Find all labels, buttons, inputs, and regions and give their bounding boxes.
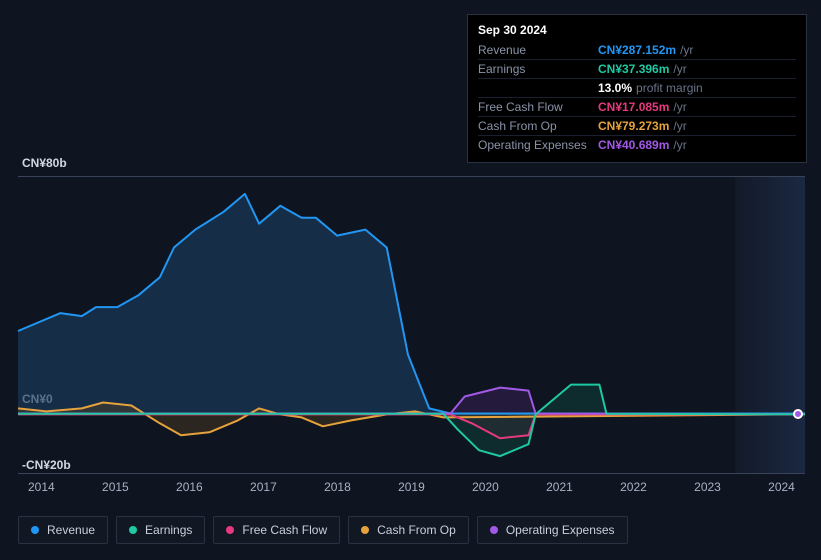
legend-label: Earnings: [145, 523, 192, 537]
legend-dot-icon: [490, 526, 498, 534]
x-axis-tick: 2014: [28, 480, 55, 494]
tooltip-row: 13.0% profit margin: [478, 78, 796, 97]
legend-dot-icon: [226, 526, 234, 534]
x-axis-tick: 2019: [398, 480, 425, 494]
last-point-marker: [793, 409, 803, 419]
legend-item[interactable]: Free Cash Flow: [213, 516, 340, 544]
tooltip-row: Free Cash FlowCN¥17.085m/yr: [478, 97, 796, 116]
tooltip-row-suffix: /yr: [673, 100, 686, 114]
tooltip-row-suffix: /yr: [673, 62, 686, 76]
plot-svg: [18, 176, 805, 474]
tooltip-row-value: CN¥40.689m: [598, 138, 669, 152]
legend-dot-icon: [31, 526, 39, 534]
tooltip-panel: Sep 30 2024 RevenueCN¥287.152m/yrEarning…: [467, 14, 807, 163]
legend-label: Cash From Op: [377, 523, 456, 537]
legend-label: Operating Expenses: [506, 523, 615, 537]
x-axis-tick: 2015: [102, 480, 129, 494]
x-axis: 2014 2015 2016 2017 2018 2019 2020 2021 2022 2023…: [18, 480, 805, 494]
tooltip-row-suffix: /yr: [680, 43, 693, 57]
chart-area: CN¥80b CN¥0 -CN¥20b 20142015201620172018…: [18, 160, 805, 500]
legend-item[interactable]: Cash From Op: [348, 516, 469, 544]
legend: Revenue Earnings Free Cash Flow Cash From O…: [18, 516, 628, 544]
tooltip-row-label: Cash From Op: [478, 119, 598, 133]
tooltip-row-value: CN¥17.085m: [598, 100, 669, 114]
y-axis-label-top: CN¥80b: [22, 156, 67, 170]
tooltip-row-value: CN¥79.273m: [598, 119, 669, 133]
x-axis-tick: 2017: [250, 480, 277, 494]
series-area-revenue: [18, 194, 805, 415]
tooltip-row-label: Earnings: [478, 62, 598, 76]
tooltip-row: RevenueCN¥287.152m/yr: [478, 41, 796, 59]
tooltip-row-suffix: /yr: [673, 138, 686, 152]
x-axis-tick: 2021: [546, 480, 573, 494]
series-area-free_cash_flow: [18, 414, 805, 438]
tooltip-row: Cash From OpCN¥79.273m/yr: [478, 116, 796, 135]
legend-dot-icon: [129, 526, 137, 534]
tooltip-row-suffix: /yr: [673, 119, 686, 133]
tooltip-date: Sep 30 2024: [478, 23, 796, 41]
tooltip-row-value: CN¥37.396m: [598, 62, 669, 76]
tooltip-row-value: 13.0%: [598, 81, 632, 95]
legend-label: Revenue: [47, 523, 95, 537]
tooltip-row-label: Operating Expenses: [478, 138, 598, 152]
tooltip-row-label: Revenue: [478, 43, 598, 57]
legend-dot-icon: [361, 526, 369, 534]
legend-item[interactable]: Operating Expenses: [477, 516, 628, 544]
tooltip-row: EarningsCN¥37.396m/yr: [478, 59, 796, 78]
tooltip-row-label: Free Cash Flow: [478, 100, 598, 114]
x-axis-tick: 2023: [694, 480, 721, 494]
x-axis-tick: 2020: [472, 480, 499, 494]
series-line-free_cash_flow: [18, 414, 805, 438]
x-axis-tick: 2022: [620, 480, 647, 494]
x-axis-tick: 2016: [176, 480, 203, 494]
tooltip-row-suffix: profit margin: [636, 81, 703, 95]
tooltip-row-value: CN¥287.152m: [598, 43, 676, 57]
legend-item[interactable]: Earnings: [116, 516, 205, 544]
legend-item[interactable]: Revenue: [18, 516, 108, 544]
tooltip-row: Operating ExpensesCN¥40.689m/yr: [478, 135, 796, 154]
legend-label: Free Cash Flow: [242, 523, 327, 537]
x-axis-tick: 2024: [768, 480, 795, 494]
x-axis-tick: 2018: [324, 480, 351, 494]
